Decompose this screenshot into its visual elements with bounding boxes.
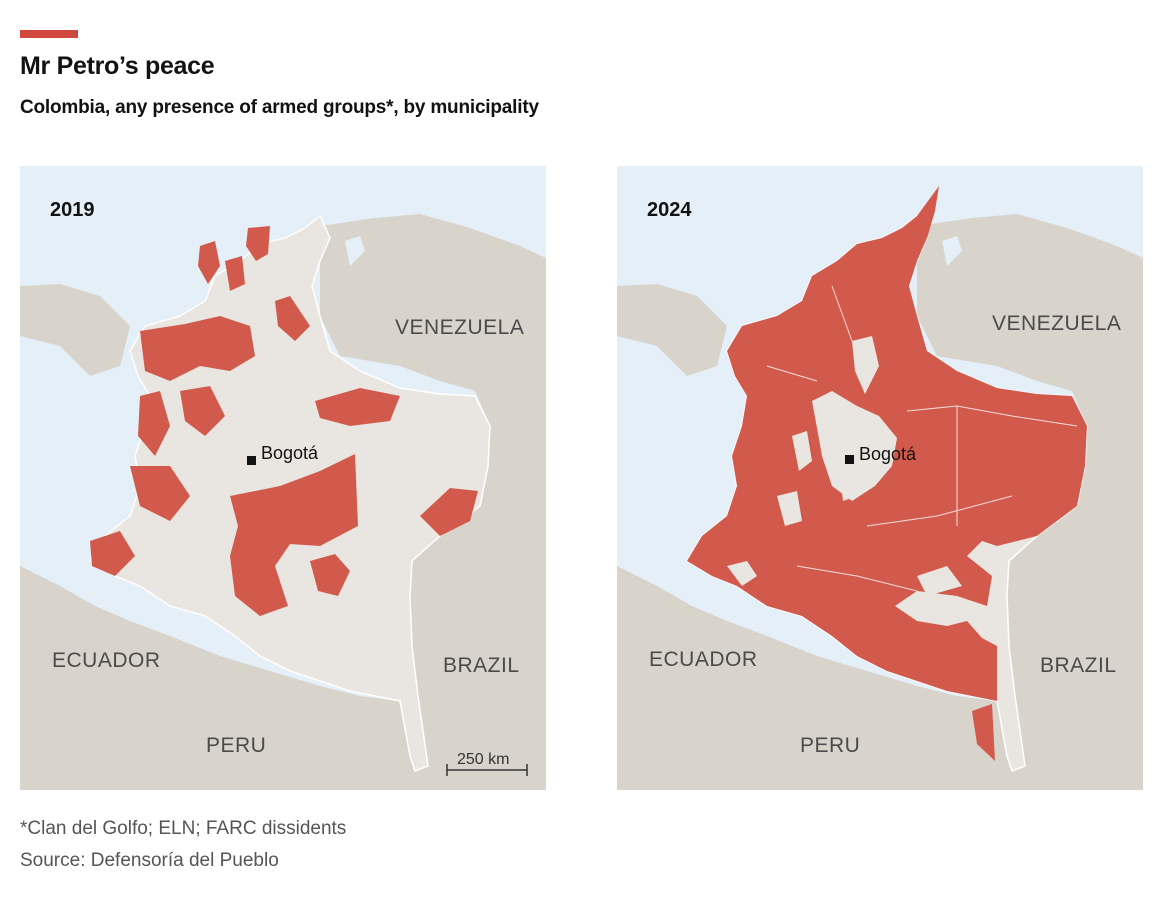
- neighbour-land: [20, 214, 546, 790]
- chart-title: Mr Petro’s peace: [20, 52, 215, 80]
- lake-maracaibo: [942, 236, 962, 266]
- capital-marker: [247, 456, 256, 465]
- label-venezuela: VENEZUELA: [992, 312, 1121, 335]
- map-year: 2024: [647, 199, 692, 221]
- municipality-boundaries: [766, 285, 1078, 592]
- armed-presence-area-south: [972, 704, 995, 761]
- label-ecuador: ECUADOR: [649, 648, 758, 671]
- map-2024: 2024 VENEZUELA ECUADOR PERU BRAZIL Bogot…: [617, 166, 1143, 790]
- label-bogota: Bogotá: [859, 444, 917, 464]
- map-year: 2019: [50, 199, 95, 221]
- label-bogota: Bogotá: [261, 443, 319, 463]
- scale-bar-label: 250 km: [457, 751, 509, 768]
- lake-maracaibo: [345, 236, 365, 266]
- capital-marker: [845, 455, 854, 464]
- accent-bar: [20, 30, 78, 38]
- map-panel-2019: 2019 VENEZUELA ECUADOR PERU BRAZIL Bogot…: [20, 166, 546, 790]
- neighbour-land: [617, 214, 1143, 790]
- source-note: Source: Defensoría del Pueblo: [20, 850, 279, 871]
- map-2019: 2019 VENEZUELA ECUADOR PERU BRAZIL Bogot…: [20, 166, 546, 790]
- label-brazil: BRAZIL: [1040, 654, 1117, 677]
- label-ecuador: ECUADOR: [52, 649, 161, 672]
- label-venezuela: VENEZUELA: [395, 316, 524, 339]
- label-peru: PERU: [206, 734, 266, 757]
- chart-subtitle: Colombia, any presence of armed groups*,…: [20, 97, 539, 118]
- panama-land: [617, 284, 727, 376]
- panama-land: [20, 284, 130, 376]
- label-peru: PERU: [800, 734, 860, 757]
- label-brazil: BRAZIL: [443, 654, 520, 677]
- footnote: *Clan del Golfo; ELN; FARC dissidents: [20, 818, 347, 839]
- unaffected-gaps: [727, 336, 962, 596]
- map-panel-2024: 2024 VENEZUELA ECUADOR PERU BRAZIL Bogot…: [617, 166, 1143, 790]
- armed-presence-areas: [90, 226, 478, 616]
